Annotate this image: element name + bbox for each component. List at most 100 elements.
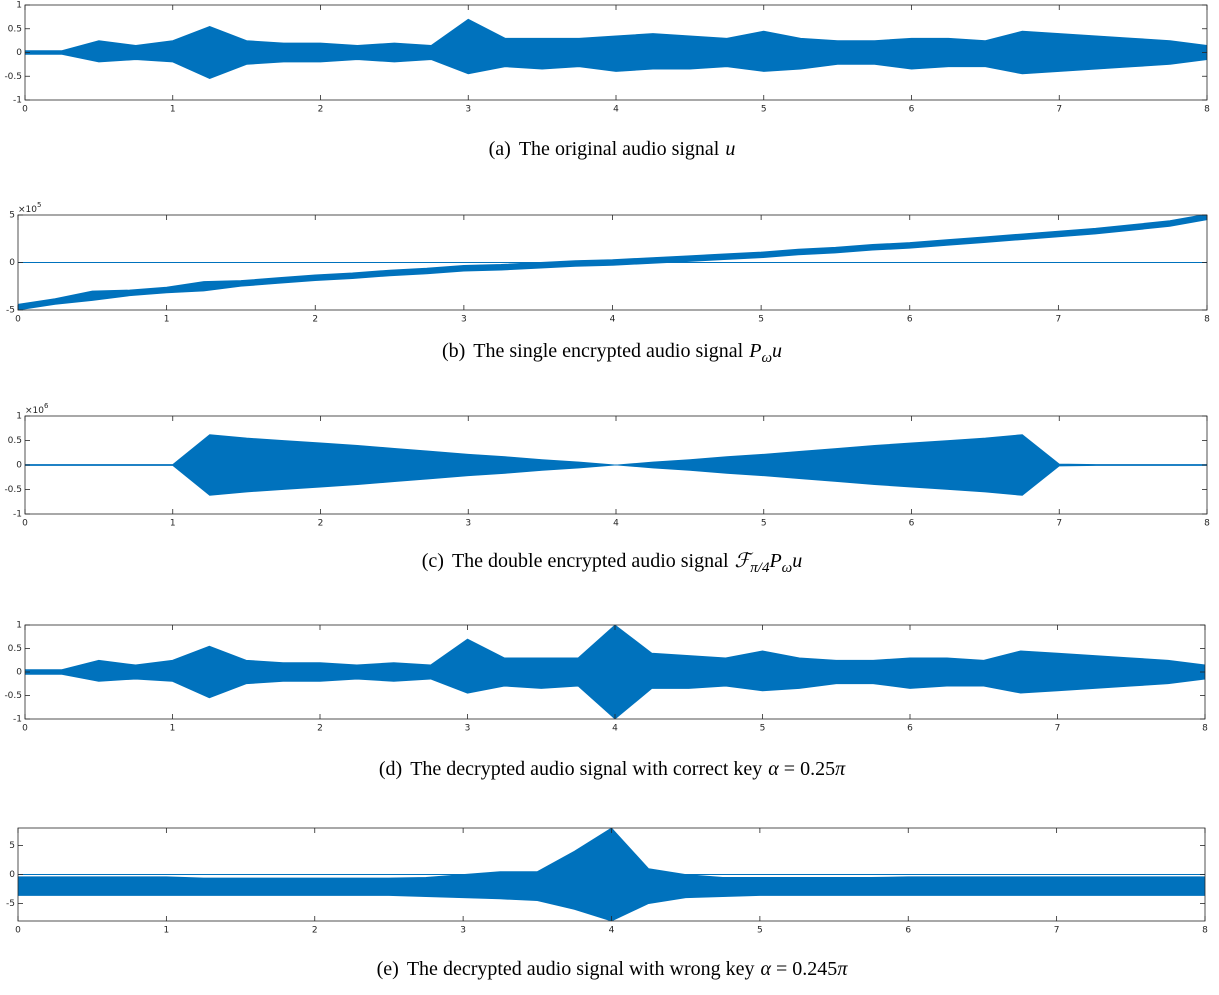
y-tick-label: 1 (16, 412, 22, 422)
x-tick-label: 3 (465, 105, 471, 115)
caption-math: π/4 (750, 560, 770, 576)
caption-math: ℱ (735, 550, 754, 572)
x-tick-label: 1 (170, 105, 176, 115)
x-tick-label: 5 (758, 315, 764, 325)
y-tick-label: 0 (16, 461, 22, 471)
caption-math: α (768, 758, 779, 780)
x-tick-label: 0 (15, 315, 21, 325)
x-tick-label: 4 (613, 519, 619, 529)
caption-text: The decrypted audio signal with wrong ke… (407, 958, 755, 980)
x-tick-label: 6 (907, 724, 913, 734)
signal-band (18, 215, 1207, 310)
y-tick-label: 5 (9, 211, 15, 221)
x-tick-label: 8 (1202, 926, 1208, 936)
caption: (e) The decrypted audio signal with wrong… (377, 958, 849, 980)
caption-text: The double encrypted audio signal (452, 550, 729, 572)
x-tick-label: 2 (312, 926, 318, 936)
y-tick-label: -1 (13, 510, 22, 520)
x-tick-label: 3 (465, 519, 471, 529)
y-tick-label: -1 (13, 715, 22, 725)
x-tick-label: 7 (1055, 724, 1061, 734)
y-tick-label: -1 (13, 96, 22, 106)
x-tick-label: 3 (461, 315, 467, 325)
signal-band (25, 18, 1207, 80)
x-tick-label: 5 (757, 926, 763, 936)
y-tick-label: 1 (16, 621, 22, 631)
y-tick-label: -0.5 (4, 485, 22, 495)
plot-area (25, 434, 1207, 496)
x-tick-label: 2 (318, 105, 324, 115)
y-tick-label: 0.5 (8, 436, 22, 446)
y-exponent: ×106 (25, 402, 49, 416)
exponent-power: 6 (44, 402, 49, 410)
caption-math: P (768, 550, 781, 572)
y-tick-label: -5 (6, 899, 15, 909)
x-tick-label: 6 (909, 105, 915, 115)
caption-math: P (748, 340, 761, 362)
x-tick-label: 0 (22, 519, 28, 529)
x-tick-label: 2 (312, 315, 318, 325)
caption-math: α (761, 958, 772, 980)
x-tick-label: 3 (460, 926, 466, 936)
x-tick-label: 5 (760, 724, 766, 734)
x-tick-label: 7 (1054, 926, 1060, 936)
caption-label: (c) (422, 550, 444, 572)
x-tick-label: 4 (610, 315, 616, 325)
caption-text: The single encrypted audio signal (473, 340, 743, 362)
caption-label: (d) (379, 758, 402, 780)
caption-math: u (725, 138, 735, 160)
caption-math: = 0.25 (779, 758, 835, 780)
x-tick-label: 1 (164, 315, 170, 325)
caption: (d) The decrypted audio signal with corre… (379, 758, 846, 780)
x-tick-label: 0 (22, 105, 28, 115)
plot-area (25, 625, 1205, 719)
caption-label: (b) (442, 340, 465, 362)
plot-area (18, 828, 1205, 921)
x-tick-label: 6 (909, 519, 915, 529)
exponent-base: ×10 (25, 406, 44, 416)
y-tick-label: 0 (9, 258, 15, 268)
x-tick-label: 5 (761, 105, 767, 115)
x-tick-label: 3 (465, 724, 471, 734)
exponent-power: 5 (37, 201, 41, 209)
plot-area (25, 18, 1207, 80)
signal-band (25, 434, 1207, 496)
y-exponent: ×105 (18, 201, 41, 215)
y-tick-label: 0.5 (8, 644, 22, 654)
caption-label: (e) (377, 958, 399, 980)
caption-math: π (837, 958, 848, 980)
y-tick-label: 0.5 (8, 24, 22, 34)
caption-math: u (772, 340, 782, 362)
signal-band (18, 828, 1205, 921)
y-tick-label: -5 (6, 306, 15, 316)
x-tick-label: 0 (22, 724, 28, 734)
caption-math: π (835, 758, 846, 780)
x-tick-label: 8 (1204, 519, 1210, 529)
x-tick-label: 7 (1056, 519, 1062, 529)
x-tick-label: 6 (905, 926, 911, 936)
plot-area (18, 215, 1207, 310)
x-tick-label: 8 (1204, 105, 1210, 115)
x-tick-label: 4 (609, 926, 615, 936)
caption: (c) The double encrypted audio signal ℱπ/4… (422, 550, 803, 576)
caption-math: = 0.245 (771, 958, 837, 980)
x-tick-label: 1 (164, 926, 170, 936)
caption-text: The decrypted audio signal with correct … (410, 758, 762, 780)
signal-band (25, 625, 1205, 719)
caption-label: (a) (489, 138, 511, 160)
x-tick-label: 6 (907, 315, 913, 325)
x-tick-label: 2 (317, 724, 323, 734)
y-tick-label: 0 (16, 668, 22, 678)
x-tick-label: 1 (170, 724, 176, 734)
x-tick-label: 7 (1056, 315, 1062, 325)
caption: (b) The single encrypted audio signal Pωu (442, 340, 782, 366)
x-tick-label: 2 (318, 519, 324, 529)
y-tick-label: 1 (16, 1, 22, 11)
caption: (a) The original audio signal u (489, 138, 736, 160)
exponent-base: ×10 (18, 205, 37, 215)
caption-math: ω (782, 560, 793, 576)
x-tick-label: 8 (1204, 315, 1210, 325)
y-tick-label: -0.5 (4, 691, 22, 701)
